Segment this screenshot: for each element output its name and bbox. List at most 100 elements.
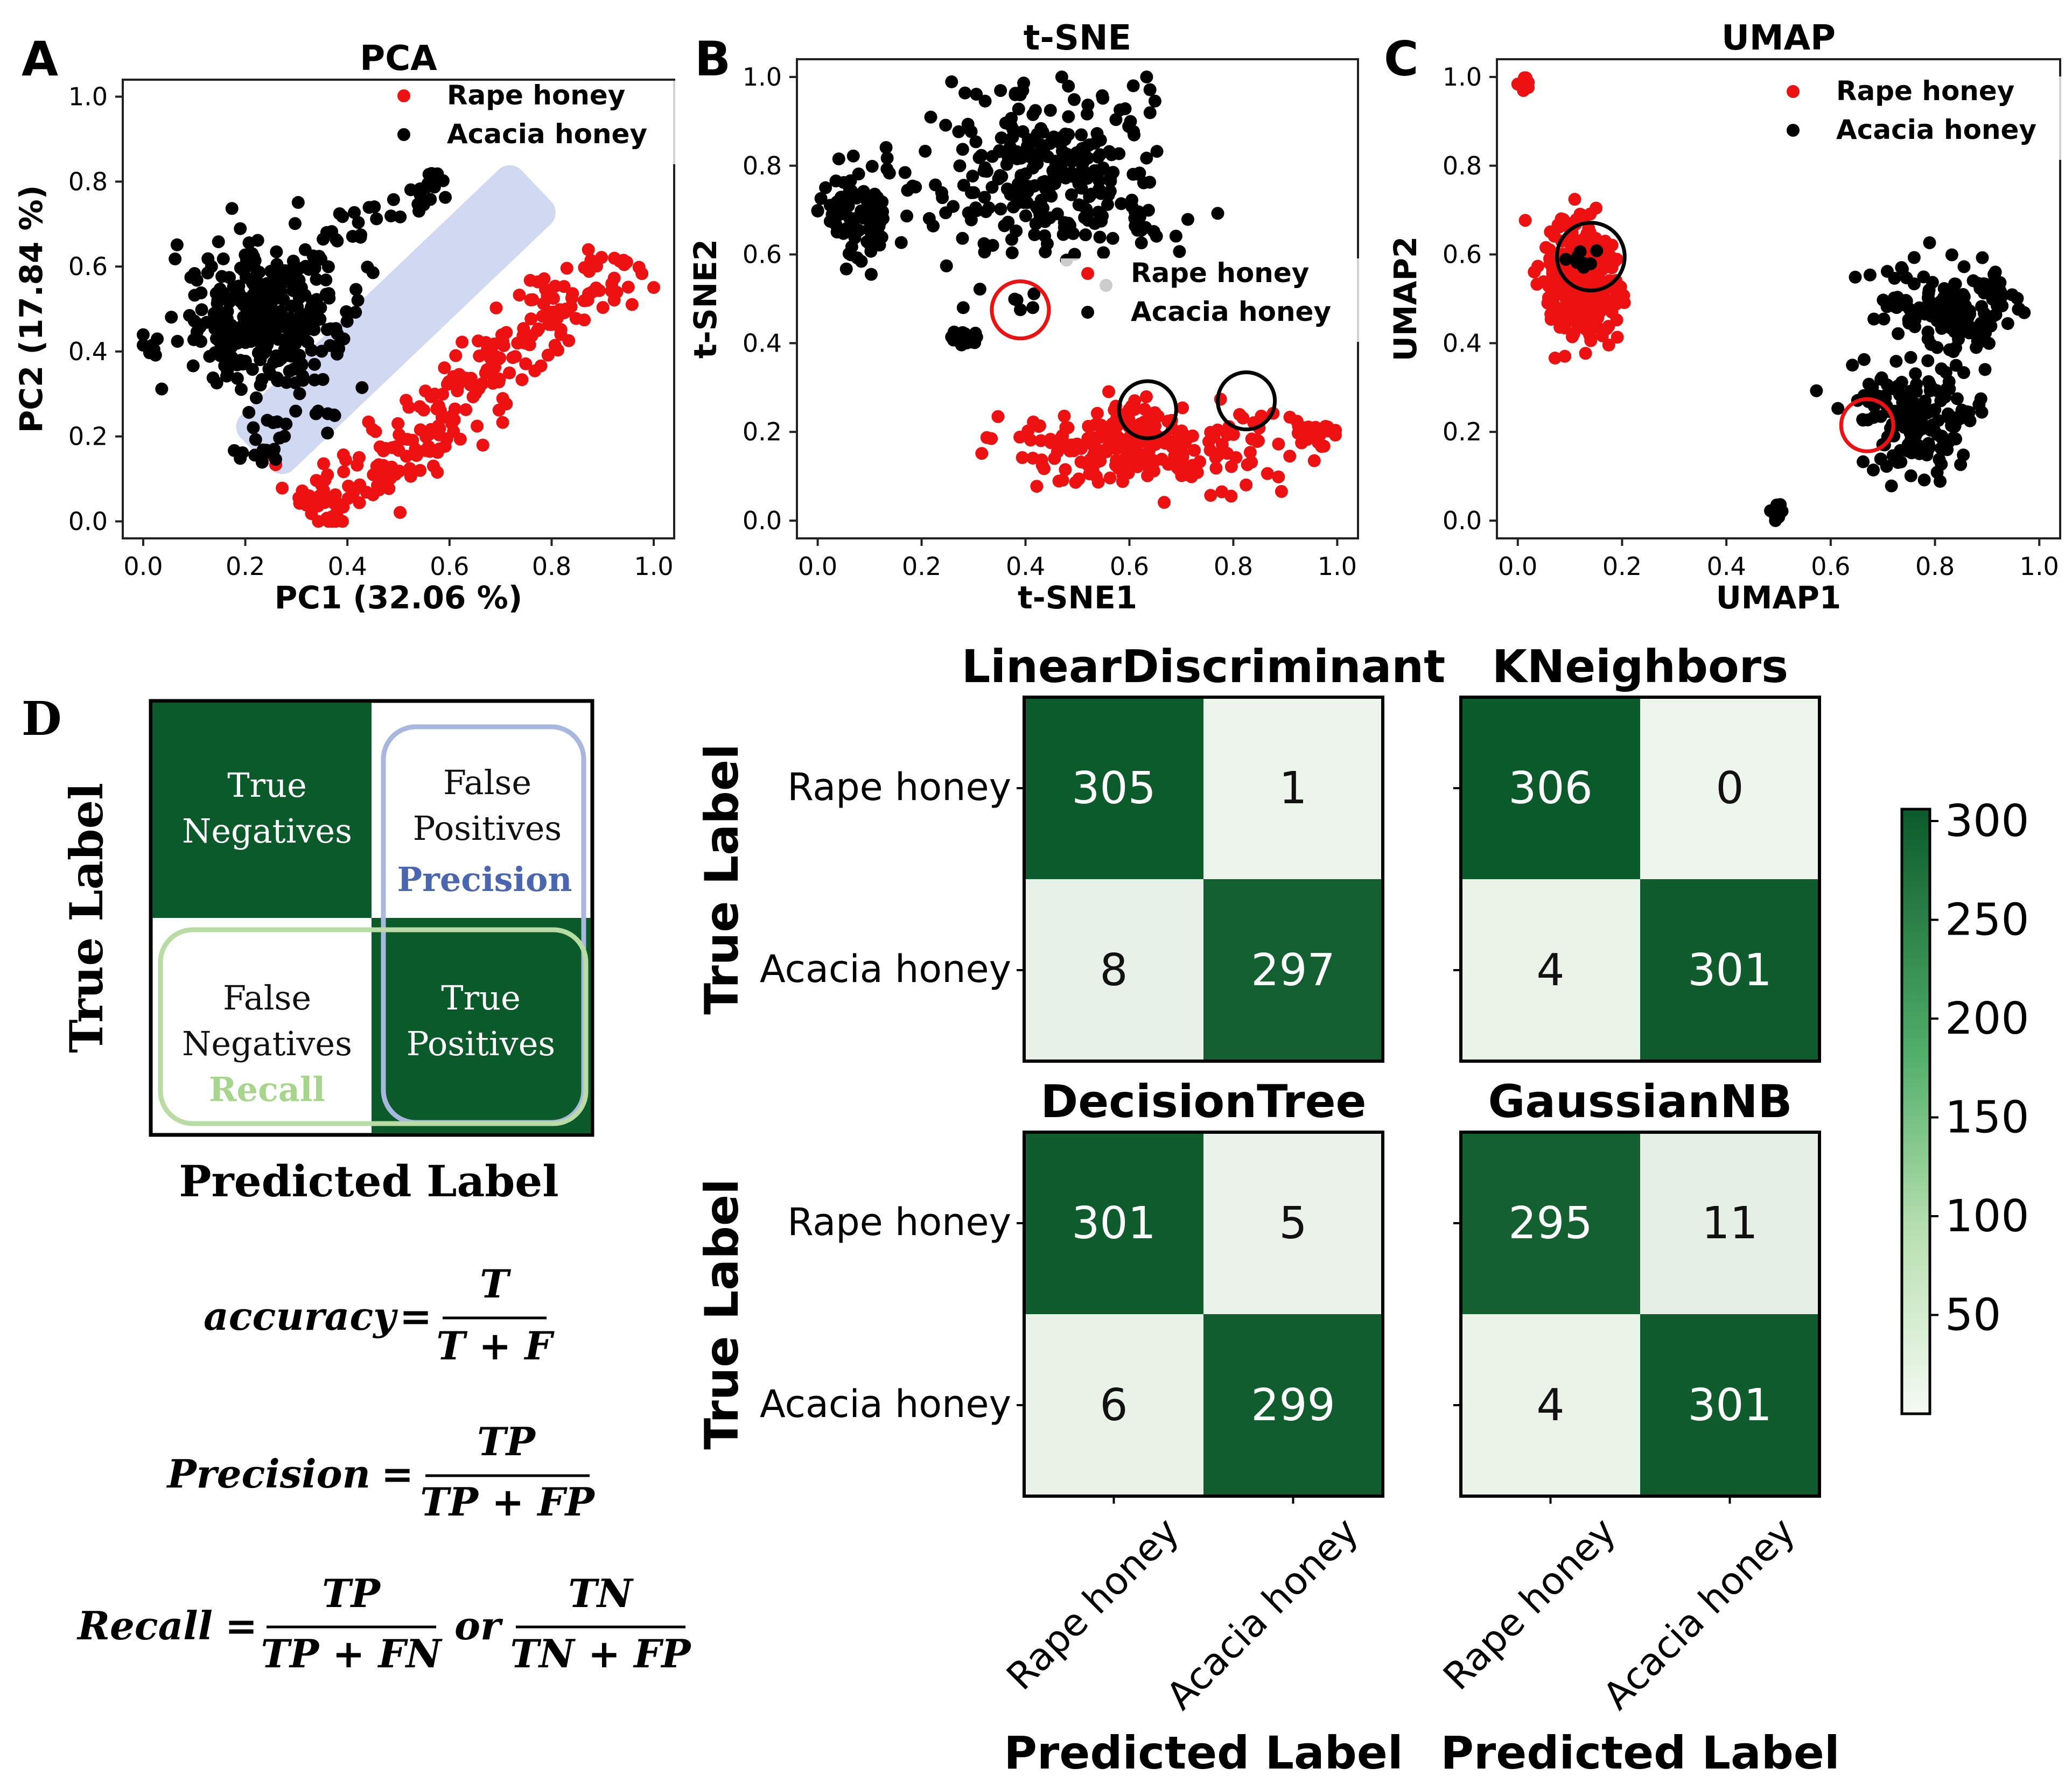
pca-point (305, 507, 318, 521)
pca-xtick-label: 0.4 (328, 552, 367, 581)
tsne-title: t-SNE (1024, 18, 1132, 58)
tsne-point (1181, 431, 1194, 445)
precision-equals: = (381, 1451, 414, 1497)
umap-point (1917, 473, 1931, 487)
umap-point (1921, 325, 1935, 339)
tsne-point (1081, 432, 1095, 445)
precision-numerator: TP (477, 1419, 536, 1464)
pca-xtick-label: 0.0 (123, 552, 163, 581)
tsne-point (832, 152, 845, 166)
tsne-point (956, 143, 969, 156)
tsne-point (1084, 187, 1098, 201)
pca-point (513, 289, 526, 302)
tsne-point (994, 202, 1007, 216)
pca-point (234, 222, 247, 235)
pca-point (186, 359, 200, 373)
pca-point (370, 212, 383, 226)
tsne-point (1135, 236, 1148, 250)
formulas: accuracy = T T + F Precision = TP TP + F… (76, 1261, 691, 1676)
tsne-point (970, 88, 983, 101)
scatter-panel-umap: C UMAP 0.0 0.0 0.2 0.2 0.4 0.4 0.6 0.6 0.8 0.8 1.0 1.… (1384, 18, 2068, 616)
tsne-point (1307, 454, 1321, 467)
pca-point (308, 357, 321, 371)
pca-point (265, 307, 278, 321)
decision-tree-cell (1203, 1314, 1383, 1496)
umap-point (1555, 212, 1568, 226)
umap-point (1548, 352, 1562, 365)
tsne-point (1176, 401, 1189, 415)
pca-point (451, 380, 465, 393)
kneighbors-cell-value: 4 (1536, 945, 1564, 996)
pca-point (274, 320, 287, 334)
linear-discriminant-ylabel: True Label (695, 743, 749, 1014)
umap-axes-frame (1496, 58, 2061, 539)
pca-point (409, 443, 422, 456)
tsne-point (864, 244, 878, 258)
colorbar-tick-label: 150 (1945, 1092, 2029, 1143)
umap-legend-label: Acacia honey (1836, 114, 2036, 145)
tsne-point (919, 144, 932, 158)
umap-point (1544, 225, 1557, 238)
umap-point (1591, 311, 1605, 325)
umap-point (1548, 288, 1561, 301)
tsne-point (995, 131, 1008, 145)
pca-point (232, 286, 246, 299)
tsne-point (1150, 145, 1164, 158)
umap-point (1846, 359, 1859, 372)
recall-lhs: Recall (76, 1603, 213, 1648)
tsne-point (1243, 446, 1257, 459)
tsne-point (1044, 103, 1057, 117)
decision-tree-col-label: Rape honey (998, 1509, 1188, 1699)
tsne-point (945, 75, 958, 88)
gaussian-nb-cell-value: 295 (1508, 1198, 1593, 1249)
umap-point (1539, 241, 1553, 254)
umap-point (2001, 317, 2014, 330)
umap-point (1867, 312, 1881, 326)
tsne-point (1028, 228, 1041, 241)
pca-point (261, 413, 274, 427)
tsne-point (1101, 198, 1114, 211)
tsne-point (1083, 453, 1097, 466)
tsne-point (1050, 155, 1063, 169)
decision-tree-cell-value: 5 (1279, 1198, 1307, 1249)
pca-point (249, 391, 263, 404)
pca-point (321, 426, 334, 440)
tsne-point (975, 447, 989, 460)
pca-point (293, 349, 306, 362)
recall-equals: = (225, 1603, 257, 1648)
tn-label-1: True (227, 766, 307, 805)
pca-point (221, 364, 234, 378)
kneighbors-cell-value: 306 (1508, 763, 1593, 814)
panel-letter-d: D (22, 692, 62, 746)
pca-point (169, 252, 182, 265)
kneighbors-cell (1640, 879, 1819, 1061)
tsne-legend-label: Acacia honey (1131, 296, 1331, 327)
pca-point (376, 444, 390, 458)
scatter-panel-pca: A PCA 0.0 0.0 0.2 0.2 0.4 0.4 0.6 0.6 0.8 0.8 1.0 1.0… (13, 31, 678, 616)
tsne-point (1062, 152, 1075, 165)
pca-point (210, 376, 223, 390)
tsne-point (1143, 106, 1157, 120)
tsne-point (1034, 434, 1048, 447)
tsne-point (1224, 426, 1237, 439)
pca-point (336, 210, 349, 223)
tsne-point (1035, 459, 1049, 472)
pca-point (219, 325, 232, 338)
pca-point (170, 238, 184, 251)
confusion-matrix-linear-discriminant: LinearDiscriminant 305 1 8 297 Rape honey Acac… (695, 640, 1445, 1063)
pca-point (212, 286, 225, 299)
umap-point (1900, 294, 1913, 308)
tsne-point (1010, 224, 1023, 237)
recall-numerator-2: TN (568, 1570, 634, 1616)
pca-point (347, 485, 361, 499)
pca-point (610, 285, 624, 299)
umap-point (1931, 428, 1944, 441)
pca-point (319, 273, 333, 287)
pca-point (352, 451, 366, 464)
tsne-point (1053, 434, 1066, 447)
tsne-point (1129, 219, 1142, 233)
umap-point (1976, 251, 1989, 264)
pca-point (542, 305, 555, 319)
tsne-xtick-label: 0.6 (1110, 552, 1149, 581)
